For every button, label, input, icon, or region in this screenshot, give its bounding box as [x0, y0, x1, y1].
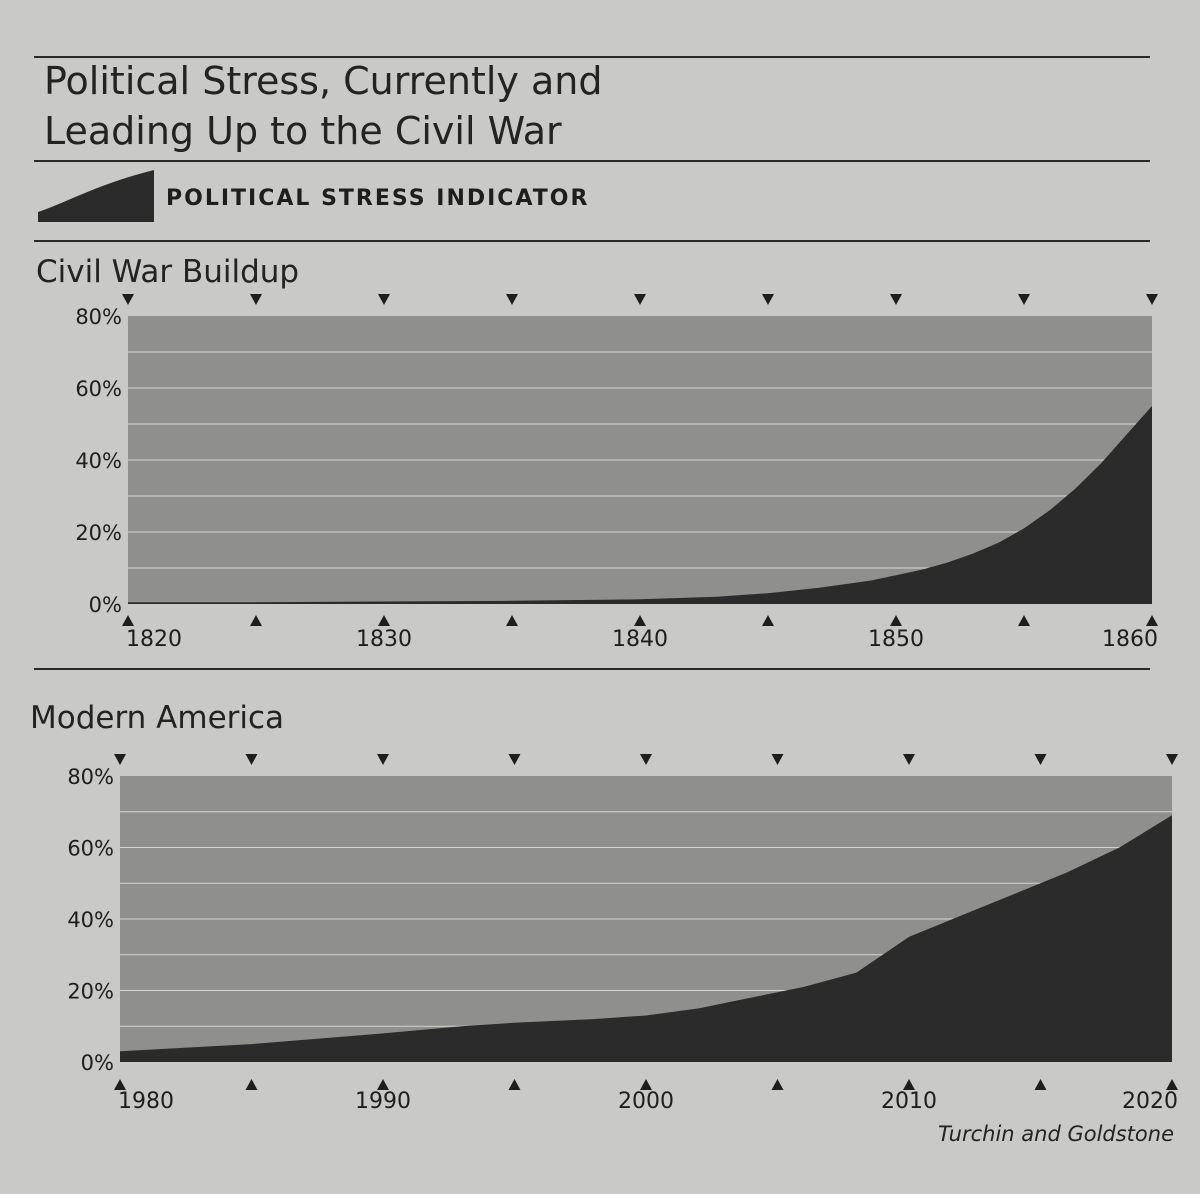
top-tick-marker [508, 754, 521, 765]
x-tick-label: 2020 [1122, 1089, 1178, 1114]
bottom-tick-marker [762, 615, 774, 626]
panel-title-modern-america: Modern America [30, 700, 285, 736]
source-credit: Turchin and Goldstone [937, 1122, 1174, 1146]
bottom-tick-marker [245, 1079, 258, 1090]
top-tick-marker [122, 294, 134, 305]
bottom-tick-marker [377, 1079, 389, 1090]
top-tick-marker [640, 754, 652, 765]
chart-modern-america: 0% 20% 40% 60% 80% 1980 1990 2000 2010 2020 [67, 754, 1178, 1114]
x-tick-label: 1980 [118, 1089, 174, 1114]
y-tick-label: 0% [81, 1051, 114, 1075]
y-tick-label: 20% [67, 980, 114, 1004]
y-tick-label: 60% [67, 837, 114, 861]
area-series-political-stress [128, 406, 1152, 604]
legend-swatch [38, 170, 154, 222]
bottom-tick-marker [114, 1079, 126, 1090]
title-rule [34, 160, 1150, 162]
top-tick-marker [1146, 294, 1158, 305]
bottom-tick-marker [640, 1079, 652, 1090]
top-tick-marker [1166, 754, 1178, 765]
y-tick-label: 80% [75, 305, 122, 329]
top-tick-marker [762, 294, 774, 305]
panel-divider-rule [34, 668, 1150, 670]
top-tick-marker [903, 754, 915, 765]
chart-title: Political Stress, Currently and Leading … [44, 56, 804, 156]
top-tick-marker [378, 294, 390, 305]
x-tick-label: 1860 [1102, 627, 1158, 652]
bottom-tick-marker [890, 615, 902, 626]
top-tick-marker [377, 754, 389, 765]
x-tick-label: 2010 [881, 1089, 937, 1114]
top-tick-marker [1034, 754, 1047, 765]
bottom-tick-marker [122, 615, 134, 626]
bottom-tick-marker [634, 615, 646, 626]
top-tick-marker [245, 754, 258, 765]
x-tick-label: 1850 [868, 627, 924, 652]
top-tick-marker [506, 294, 518, 305]
top-tick-marker [1018, 294, 1030, 305]
area-series-political-stress [120, 815, 1172, 1062]
bottom-tick-marker [250, 615, 262, 626]
x-tick-label: 1990 [355, 1089, 411, 1114]
y-tick-label: 40% [75, 449, 122, 473]
bottom-tick-marker [771, 1079, 784, 1090]
bottom-tick-marker [903, 1079, 915, 1090]
top-tick-marker [250, 294, 262, 305]
panel-title-civil-war: Civil War Buildup [36, 254, 300, 290]
top-tick-marker [771, 754, 784, 765]
y-tick-label: 80% [67, 765, 114, 789]
bottom-tick-marker [506, 615, 518, 626]
chart-title-line-1: Political Stress, Currently and [44, 59, 603, 103]
x-tick-label: 1830 [356, 627, 412, 652]
top-tick-marker [634, 294, 646, 305]
x-tick-label: 1840 [612, 627, 668, 652]
legend-label: POLITICAL STRESS INDICATOR [166, 186, 590, 211]
y-tick-label: 60% [75, 377, 122, 401]
bottom-tick-marker [508, 1079, 521, 1090]
y-tick-label: 0% [89, 593, 122, 617]
legend-rule [34, 240, 1150, 242]
x-tick-label: 2000 [618, 1089, 674, 1114]
chart-civil-war-buildup: 0% 20% 40% 60% 80% 1820 1830 1840 1850 1860 [75, 294, 1158, 652]
y-tick-label: 40% [67, 908, 114, 932]
bottom-tick-marker [1034, 1079, 1047, 1090]
top-rule [34, 56, 1150, 58]
top-tick-marker [890, 294, 902, 305]
legend: POLITICAL STRESS INDICATOR [38, 170, 738, 222]
bottom-tick-marker [378, 615, 390, 626]
bottom-tick-marker [1146, 615, 1158, 626]
bottom-tick-marker [1018, 615, 1030, 626]
top-tick-marker [114, 754, 126, 765]
chart-title-line-2: Leading Up to the Civil War [44, 109, 562, 153]
x-tick-label: 1820 [126, 627, 182, 652]
y-tick-label: 20% [75, 521, 122, 545]
bottom-tick-marker [1166, 1079, 1178, 1090]
